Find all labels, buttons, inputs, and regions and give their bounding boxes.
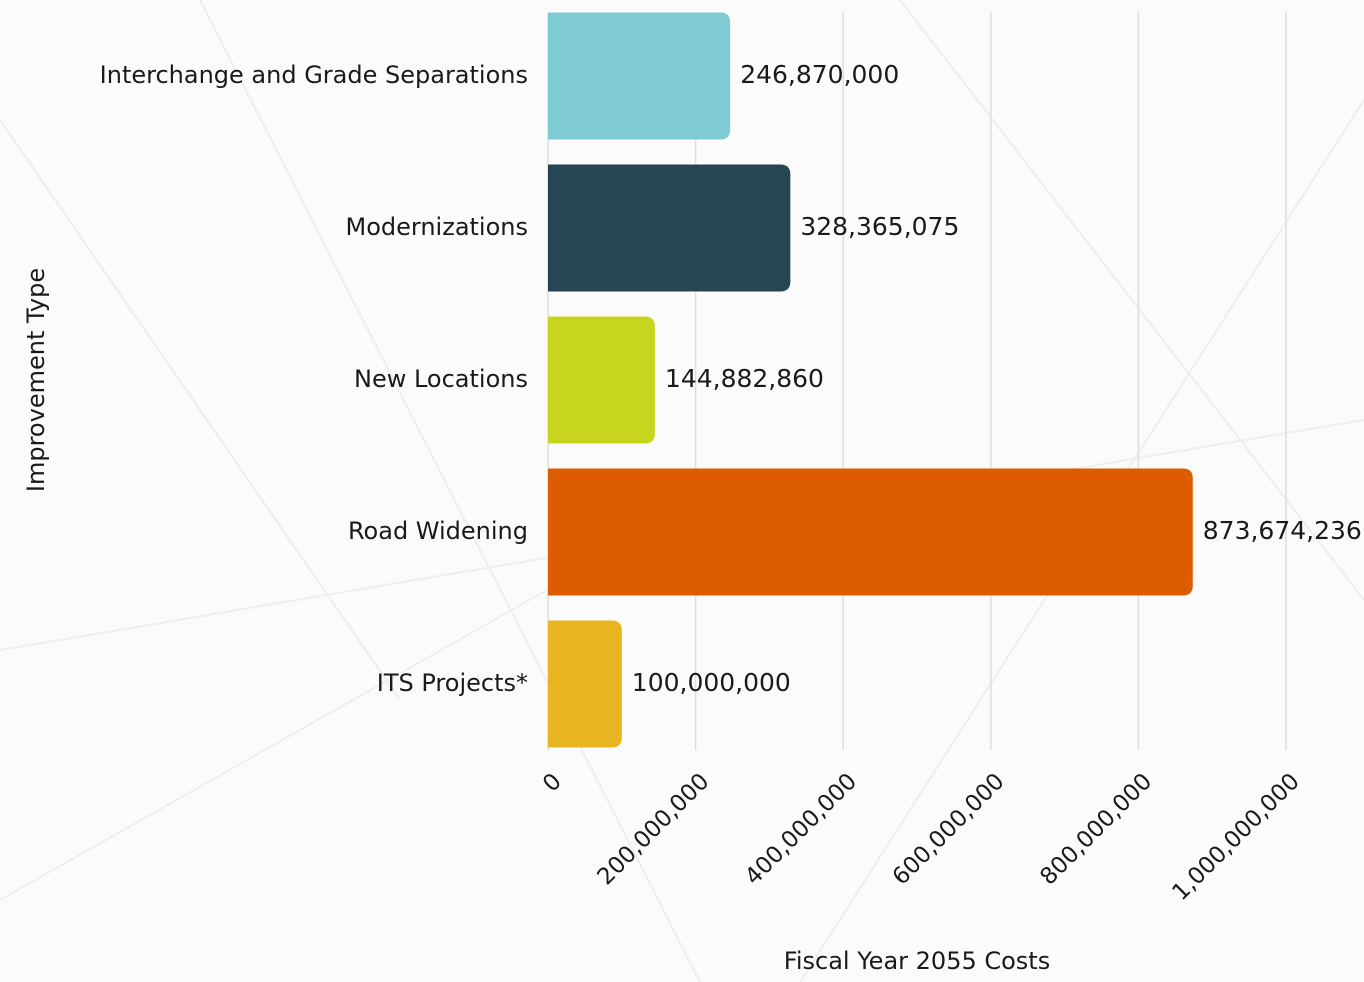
x-tick-label: 800,000,000 bbox=[1035, 768, 1157, 890]
category-label: Modernizations bbox=[346, 213, 529, 241]
category-label: Interchange and Grade Separations bbox=[100, 61, 528, 89]
bar bbox=[548, 316, 655, 444]
y-axis-label: Improvement Type bbox=[22, 268, 50, 492]
x-tick-label: 400,000,000 bbox=[740, 768, 862, 890]
x-tick-label: 1,000,000,000 bbox=[1167, 768, 1304, 905]
data-label: 144,882,860 bbox=[665, 364, 824, 393]
x-tick-label: 600,000,000 bbox=[888, 768, 1010, 890]
data-label: 246,870,000 bbox=[740, 60, 899, 89]
x-tick-label: 200,000,000 bbox=[593, 768, 715, 890]
data-label: 873,674,236 bbox=[1203, 516, 1362, 545]
data-label: 328,365,075 bbox=[800, 212, 959, 241]
data-label: 100,000,000 bbox=[632, 668, 791, 697]
category-label: ITS Projects* bbox=[377, 669, 528, 697]
bar bbox=[548, 468, 1193, 596]
bar bbox=[548, 12, 731, 140]
category-label: Road Widening bbox=[348, 517, 528, 545]
bar bbox=[548, 164, 791, 292]
category-label: New Locations bbox=[354, 365, 528, 393]
bar bbox=[548, 620, 622, 748]
x-axis-label: Fiscal Year 2055 Costs bbox=[784, 947, 1050, 975]
x-tick-label: 0 bbox=[538, 768, 567, 797]
